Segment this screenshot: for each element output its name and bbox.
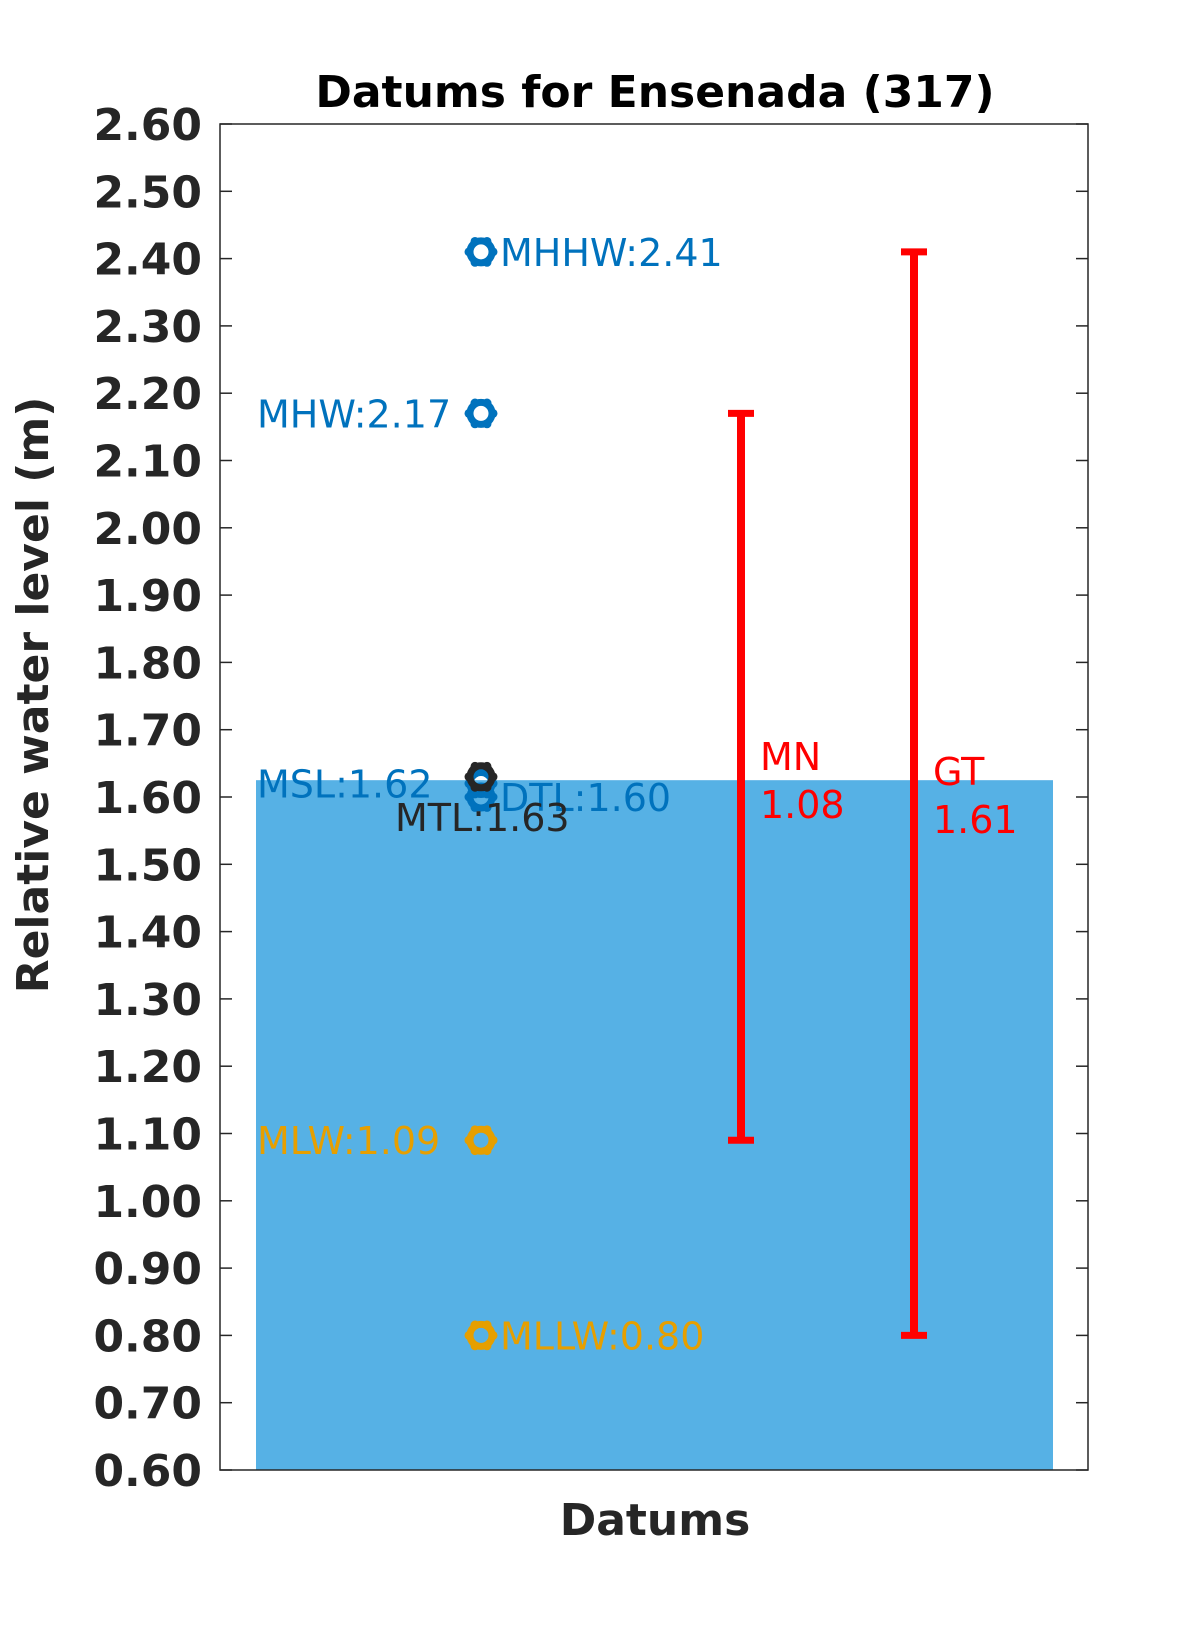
- y-tick-label: 1.10: [93, 1110, 202, 1161]
- datum-label-mlw: MLW:1.09: [257, 1119, 440, 1163]
- range-name-mn: MN: [760, 735, 821, 779]
- y-tick-label: 1.50: [93, 840, 202, 891]
- datum-marker-mhhw: [464, 236, 498, 267]
- range-name-gt: GT: [933, 750, 985, 794]
- range-value-mn: 1.08: [760, 783, 845, 827]
- datum-marker-mllw: [464, 1320, 498, 1351]
- y-tick-label: 1.00: [93, 1177, 202, 1228]
- y-tick-label: 1.20: [93, 1042, 202, 1093]
- y-tick-label: 1.70: [93, 706, 202, 757]
- datum-marker-mlw: [464, 1125, 498, 1156]
- range-value-gt: 1.61: [933, 798, 1018, 842]
- y-tick-label: 0.90: [93, 1244, 202, 1295]
- datum-marker-mhw: [464, 398, 498, 429]
- y-tick-label: 1.80: [93, 638, 202, 689]
- y-tick-label: 0.80: [93, 1311, 202, 1362]
- plot-area: 0.60 0.70 0.80 0.90 1.00 1.10 1.20 1.30 1.40 1.50…: [93, 100, 1089, 1497]
- y-tick-label: 1.60: [93, 773, 202, 824]
- y-tick-label: 2.20: [93, 369, 202, 420]
- x-axis-label: Datums: [560, 1495, 751, 1546]
- y-tick-label: 1.30: [93, 975, 202, 1026]
- chart-title: Datums for Ensenada (317): [315, 67, 994, 118]
- y-axis-label: Relative water level (m): [8, 397, 59, 994]
- y-tick-label: 0.70: [93, 1379, 202, 1430]
- y-tick-label: 2.30: [93, 302, 202, 353]
- datum-marker-mtl: [464, 761, 498, 792]
- datum-label-dtl: DTL:1.60: [500, 776, 671, 820]
- y-tick-label: 2.00: [93, 504, 202, 555]
- y-tick-label: 2.40: [93, 235, 202, 286]
- datum-label-mtl: MTL:1.63: [395, 796, 570, 840]
- y-tick-label: 1.90: [93, 571, 202, 622]
- y-tick-label: 2.10: [93, 437, 202, 488]
- datum-bar: [256, 780, 1053, 1470]
- datum-label-mhw: MHW:2.17: [257, 392, 451, 436]
- y-tick-label: 1.40: [93, 908, 202, 959]
- datum-label-mllw: MLLW:0.80: [500, 1314, 704, 1358]
- y-tick-label: 0.60: [93, 1446, 202, 1497]
- datum-label-msl: MSL:1.62: [257, 763, 433, 807]
- y-tick-label: 2.60: [93, 100, 202, 151]
- y-tick-label: 2.50: [93, 167, 202, 218]
- datum-label-mhhw: MHHW:2.41: [500, 231, 723, 275]
